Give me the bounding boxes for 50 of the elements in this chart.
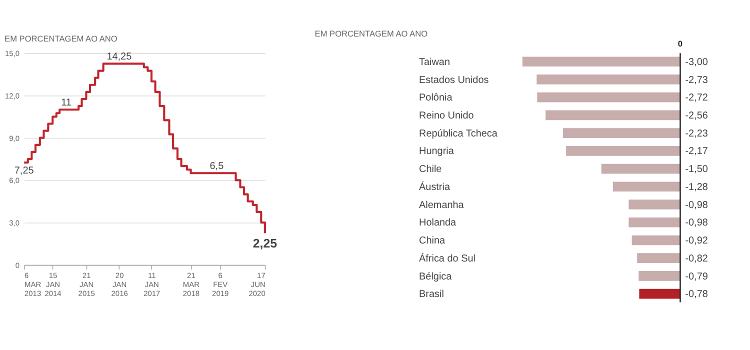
x-tick-label: 11 JAN 2017 bbox=[144, 270, 160, 298]
y-tick-label: 6,0 bbox=[9, 176, 20, 186]
data-label: -2,56 bbox=[685, 110, 708, 122]
y-tick-label: Holanda bbox=[419, 218, 457, 229]
annotation: 7,25 bbox=[14, 165, 34, 176]
y-tick-label: 15,0 bbox=[4, 49, 20, 58]
x-tick-label: 6 MAR 2013 bbox=[24, 270, 42, 298]
y-tick-label: África do Sul bbox=[419, 252, 476, 264]
y-tick-label: Polônia bbox=[419, 92, 453, 104]
data-label: -0,98 bbox=[685, 218, 708, 229]
data-label: -0,98 bbox=[685, 200, 708, 211]
y-tick-label: 0 bbox=[15, 260, 20, 270]
y-tick-label: República Tcheca bbox=[419, 128, 498, 140]
data-label: -2,73 bbox=[685, 74, 708, 86]
data-label: -0,78 bbox=[685, 289, 708, 300]
x-tick-label: 21 MAR 2018 bbox=[182, 270, 200, 298]
data-label: -0,82 bbox=[685, 253, 708, 264]
x-tick-label: 20 JAN 2016 bbox=[111, 270, 128, 298]
y-tick-label: 3,0 bbox=[9, 218, 20, 228]
y-tick-label: Reino Unido bbox=[419, 110, 474, 122]
data-label: -2,23 bbox=[685, 128, 708, 140]
annotation: 14,25 bbox=[106, 52, 132, 63]
chart-title: EM PORCENTAGEM AO ANO bbox=[4, 34, 118, 44]
y-tick-label: Estados Unidos bbox=[419, 74, 489, 86]
y-tick-label: Bélgica bbox=[419, 271, 452, 282]
data-label: -2,72 bbox=[685, 92, 708, 104]
y-tick-label: Áustria bbox=[419, 180, 450, 193]
y-tick-label: 12,0 bbox=[4, 91, 20, 100]
y-tick-label: Taiwan bbox=[419, 56, 450, 68]
data-label: -3,00 bbox=[685, 56, 708, 68]
data-label: -0,92 bbox=[685, 236, 708, 247]
annotation: 6,5 bbox=[210, 160, 224, 172]
annotation: 11 bbox=[61, 97, 72, 108]
data-label: -0,79 bbox=[685, 271, 708, 282]
x-tick-label: 6 FEV 2019 bbox=[212, 270, 229, 298]
x-tick-label: 17 JUN 2020 bbox=[248, 270, 266, 298]
text: EM PORCENTAGEM AO ANO bbox=[314, 28, 428, 39]
y-tick-label: Hungria bbox=[419, 146, 454, 158]
y-tick-label: Brasil bbox=[419, 289, 444, 300]
y-tick-label: Chile bbox=[419, 164, 442, 176]
data-label: -1,50 bbox=[685, 164, 708, 176]
data-label: -2,17 bbox=[685, 146, 708, 158]
y-tick-label: Alemanha bbox=[419, 200, 464, 211]
y-tick-label: 9,0 bbox=[9, 134, 20, 143]
y-tick-label: China bbox=[419, 236, 446, 247]
annotation: 2,25 bbox=[252, 236, 278, 250]
text: 0 bbox=[678, 38, 683, 48]
data-label: -1,28 bbox=[685, 182, 708, 193]
x-tick-label: 15 JAN 2014 bbox=[44, 270, 62, 298]
x-tick-label: 21 JAN 2015 bbox=[78, 270, 95, 298]
